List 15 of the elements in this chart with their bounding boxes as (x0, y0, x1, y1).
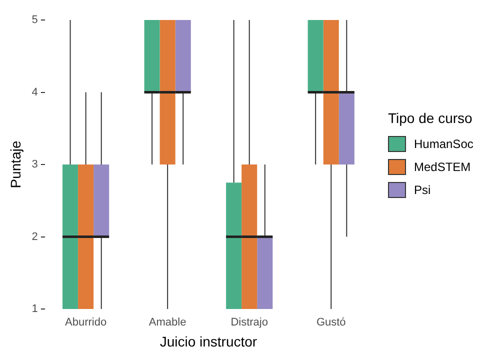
x-tick-label: Aburrido (65, 316, 107, 329)
y-tick-label: 2 (32, 230, 38, 243)
x-tick-label: Distrajo (230, 316, 268, 329)
legend-label: Psi (414, 182, 431, 196)
legend-label: HumanSoc (414, 136, 474, 150)
legend-label: MedSTEM (414, 160, 471, 174)
y-axis-title: Puntaje (7, 140, 24, 188)
x-axis-title: Juicio instructor (160, 333, 258, 350)
y-tick-label: 4 (32, 86, 38, 98)
legend-title: Tipo de curso (388, 110, 474, 126)
y-tick-label: 1 (32, 303, 38, 316)
x-tick-label: Gustó (316, 316, 346, 329)
y-tick-label: 3 (32, 158, 38, 171)
x-tick-label: Amable (148, 316, 186, 329)
y-tick-label: 5 (32, 14, 38, 26)
